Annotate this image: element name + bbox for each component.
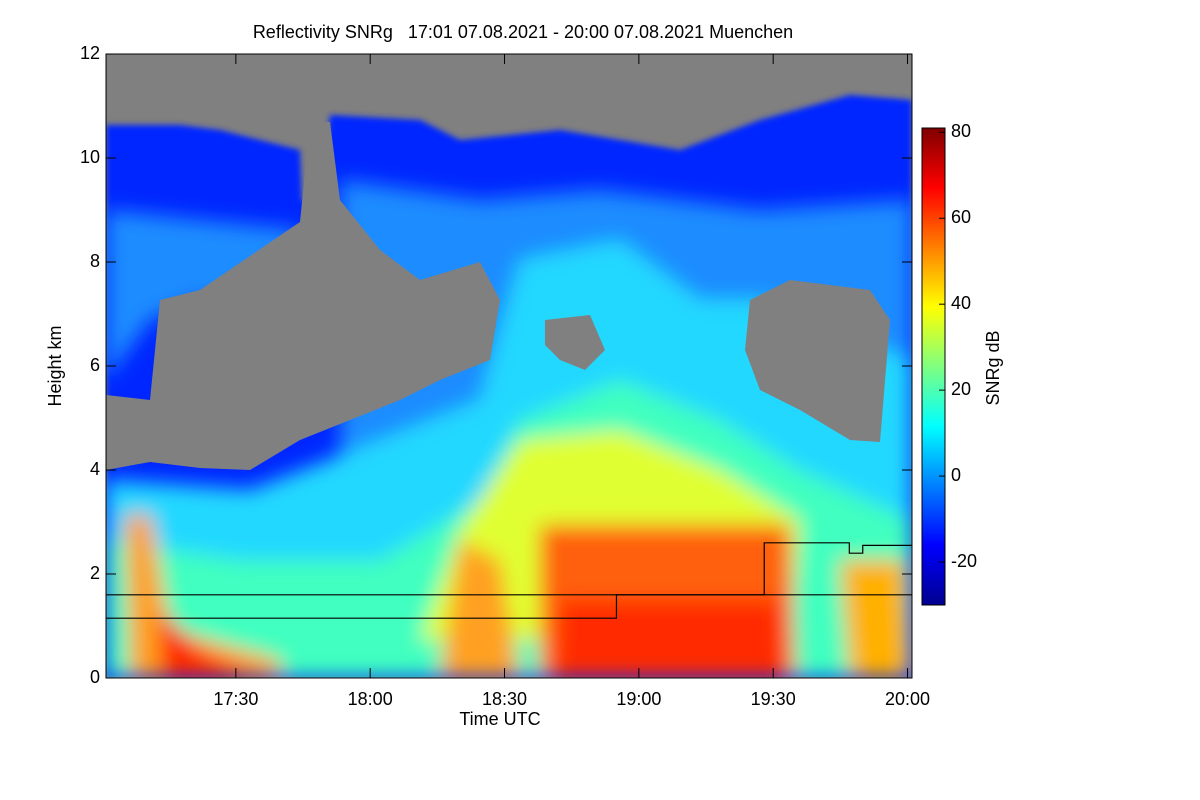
y-tick-label: 10 [80,147,100,167]
x-tick-label: 18:30 [482,689,527,709]
x-tick-label: 20:00 [885,689,930,709]
colorbar-tick-label: 60 [951,207,971,227]
y-tick-label: 0 [90,667,100,687]
colorbar [921,127,946,606]
colorbar-tick-label: 40 [951,293,971,313]
chart-title: Reflectivity SNRg 17:01 07.08.2021 - 20:… [253,22,793,42]
y-tick-label: 8 [90,251,100,271]
x-tick-label: 17:30 [213,689,258,709]
x-axis-label: Time UTC [459,709,540,729]
y-tick-label: 4 [90,459,100,479]
heatmap-field [106,54,912,678]
boundary-line [106,542,912,619]
y-tick-label: 12 [80,43,100,63]
y-tick-label: 2 [90,563,100,583]
x-tick-label: 18:00 [348,689,393,709]
colorbar-tick-label: 20 [951,379,971,399]
colorbar-tick-label: -20 [951,551,977,571]
x-tick-label: 19:30 [751,689,796,709]
y-axis-label: Height km [45,325,65,406]
x-tick-label: 19:00 [616,689,661,709]
colorbar-label: SNRg dB [983,330,1003,405]
colorbar-tick-label: 80 [951,121,971,141]
colorbar-tick-label: 0 [951,465,961,485]
y-tick-label: 6 [90,355,100,375]
